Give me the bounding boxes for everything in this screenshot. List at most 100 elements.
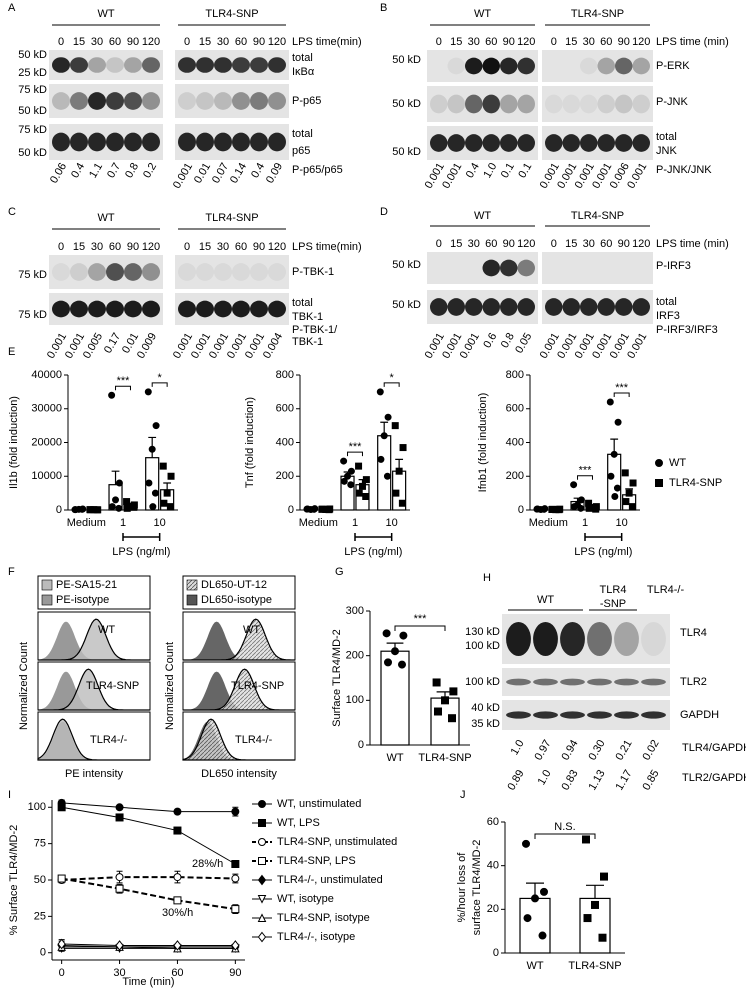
x-tick-label: TLR4-SNP — [568, 960, 621, 972]
row-label: TLR4-/- — [90, 734, 128, 746]
band — [268, 57, 286, 73]
ratio: 0.6 — [481, 331, 499, 350]
ratio: 0.1 — [499, 161, 517, 180]
annotation: 30%/h — [162, 907, 193, 919]
time-label: 30 — [583, 36, 595, 48]
point — [116, 480, 122, 486]
band — [214, 57, 232, 73]
y-tick-label: 200 — [346, 650, 364, 662]
band — [560, 711, 585, 718]
axis-label: LPS time(min) — [292, 36, 362, 48]
point — [556, 507, 562, 513]
point — [79, 506, 85, 512]
band — [598, 95, 616, 114]
time-label: 15 — [565, 238, 577, 250]
ratio: 0.4 — [464, 161, 482, 180]
blot-label: total — [656, 131, 677, 143]
ratio: 0.97 — [533, 738, 554, 763]
y-tick-label: 0 — [493, 947, 499, 959]
x-tick-label: TLR4-SNP — [418, 752, 471, 764]
significance: * — [158, 372, 163, 384]
significance: *** — [579, 465, 593, 477]
significance: *** — [117, 375, 131, 387]
ratio: 1.0 — [536, 768, 554, 787]
band — [52, 263, 70, 281]
axis-label: PE intensity — [65, 768, 124, 780]
band — [633, 298, 651, 316]
group-label: TLR4-/- — [647, 584, 685, 596]
point — [524, 915, 531, 922]
time-label: 60 — [235, 36, 247, 48]
legend-marker — [259, 820, 266, 827]
ratio: 0.7 — [105, 161, 123, 180]
band — [518, 95, 536, 114]
x-tick-label: 1 — [120, 517, 126, 529]
point — [161, 500, 167, 506]
legend-label: WT, unstimulated — [277, 798, 361, 810]
y-tick-label: 60 — [487, 816, 499, 828]
point — [359, 483, 365, 489]
point — [615, 419, 621, 425]
band — [106, 301, 124, 318]
ratio: 0.06 — [48, 161, 69, 186]
point — [383, 630, 390, 637]
band — [587, 622, 612, 656]
band — [268, 263, 286, 281]
y-tick-label: 600 — [506, 403, 524, 415]
band — [598, 58, 616, 75]
band — [465, 134, 483, 152]
band — [178, 133, 196, 152]
point — [131, 504, 137, 510]
point — [348, 482, 354, 488]
point — [153, 423, 159, 429]
ratio: 0.09 — [264, 161, 285, 186]
point — [311, 506, 317, 512]
point — [626, 490, 632, 496]
panel-label: I — [8, 789, 11, 801]
legend-label: TLR4-SNP — [669, 477, 722, 489]
time-label: 30 — [468, 238, 480, 250]
y-tick-label: 300 — [346, 605, 364, 617]
band — [500, 58, 518, 75]
series-line — [62, 877, 236, 880]
band — [250, 263, 268, 281]
y-tick-label: 10000 — [31, 470, 62, 482]
time-label: 0 — [184, 36, 190, 48]
time-label: 60 — [109, 36, 121, 48]
y-tick-label: 0 — [518, 504, 524, 516]
point — [396, 468, 402, 474]
legend-label: DL650-isotype — [201, 594, 272, 606]
y-tick-label: 75 — [34, 838, 46, 850]
y-tick-label: 200 — [276, 470, 294, 482]
legend-label: WT, LPS — [277, 817, 320, 829]
point — [541, 888, 548, 895]
point — [385, 659, 392, 666]
band — [615, 95, 633, 114]
legend-marker — [259, 839, 266, 846]
panel-label: F — [8, 566, 15, 578]
point — [611, 451, 617, 457]
point — [109, 504, 115, 510]
mw-marker: 75 kD — [18, 269, 47, 281]
legend-marker — [259, 801, 266, 808]
point — [532, 895, 539, 902]
point — [146, 480, 152, 486]
point — [232, 861, 239, 868]
point — [149, 446, 155, 452]
time-label: 0 — [58, 241, 64, 253]
time-label: 60 — [109, 241, 121, 253]
point — [341, 458, 347, 464]
band — [88, 92, 106, 110]
band — [598, 298, 616, 316]
point — [612, 494, 618, 500]
time-label: 60 — [235, 241, 247, 253]
point — [592, 901, 599, 908]
band — [560, 679, 585, 686]
ratio: 1.17 — [614, 768, 635, 793]
point — [442, 697, 449, 704]
time-label: 60 — [600, 36, 612, 48]
band — [483, 95, 501, 114]
time-label: 30 — [217, 241, 229, 253]
band — [142, 301, 160, 318]
mw-marker: 130 kD — [465, 626, 500, 638]
